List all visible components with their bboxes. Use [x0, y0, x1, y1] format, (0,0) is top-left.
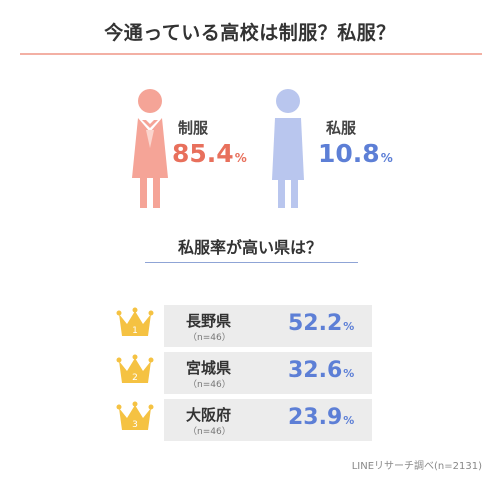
- uniform-student-icon: [132, 89, 168, 208]
- uniform-value-unit: %: [234, 151, 247, 165]
- rank-row-3: 大阪府 （n=46） 23.9%: [164, 399, 372, 441]
- rank-3-sample-size: （n=46）: [188, 427, 231, 437]
- rank-row-1: 長野県 （n=46） 52.2%: [164, 305, 372, 347]
- page-title: 今通っている高校は制服？私服？: [104, 22, 396, 44]
- crown-icon-rank-2: 2: [116, 354, 154, 383]
- private-value-unit: %: [380, 151, 393, 165]
- private-label: 私服: [326, 119, 357, 137]
- rank-2-sample-size: （n=46）: [188, 380, 231, 390]
- rank-1-value-number: 52.2: [288, 311, 343, 336]
- uniform-value: 85.4%: [172, 141, 247, 166]
- uniform-value-number: 85.4: [172, 139, 234, 168]
- rank-3-prefecture: 大阪府: [186, 406, 232, 424]
- rank-2-prefecture: 宮城県: [186, 359, 232, 377]
- rank-row-2: 宮城県 （n=46） 32.6%: [164, 352, 372, 394]
- private-value: 10.8%: [318, 141, 393, 166]
- title-divider: [20, 53, 482, 55]
- rank-2-number: 2: [132, 373, 138, 383]
- rank-3-value-number: 23.9: [288, 405, 343, 430]
- source-note: LINEリサーチ調べ(n=2131): [351, 461, 482, 472]
- rank-2-value-unit: %: [343, 367, 355, 380]
- crown-icon-rank-1: 1: [116, 307, 154, 336]
- private-value-number: 10.8: [318, 139, 380, 168]
- rank-1-value: 52.2%: [288, 313, 354, 335]
- rank-3-value-unit: %: [343, 414, 355, 427]
- rank-1-number: 1: [132, 326, 138, 336]
- rank-2-value-number: 32.6: [288, 358, 343, 383]
- rank-2-value: 32.6%: [288, 360, 354, 382]
- rank-1-prefecture: 長野県: [186, 312, 232, 330]
- rank-3-value: 23.9%: [288, 407, 354, 429]
- private-student-icon: [272, 89, 304, 208]
- rank-1-sample-size: （n=46）: [188, 333, 231, 343]
- rank-1-value-unit: %: [343, 320, 355, 333]
- ranking-title: 私服率が高い県は？: [177, 238, 322, 257]
- crown-icon-rank-3: 3: [116, 401, 154, 430]
- ranking-divider: [145, 262, 358, 263]
- uniform-label: 制服: [178, 119, 209, 137]
- rank-3-number: 3: [132, 420, 138, 430]
